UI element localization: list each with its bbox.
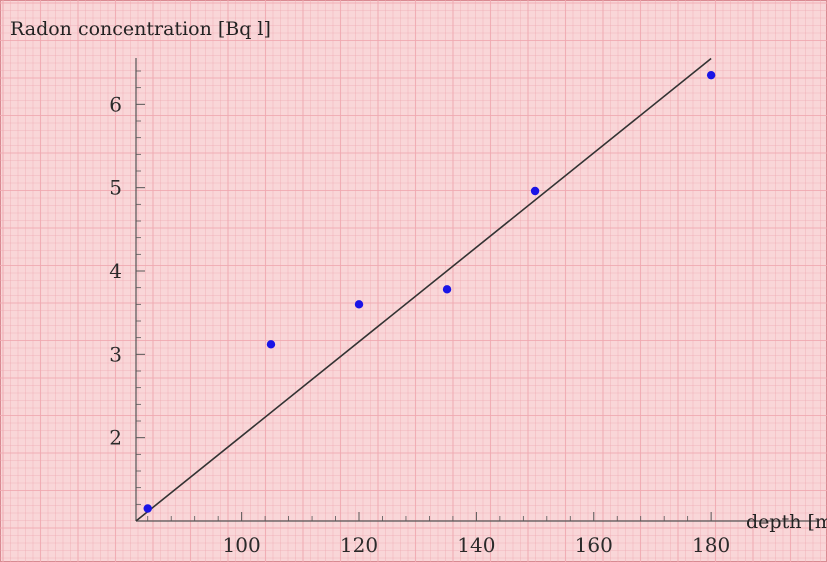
y-axis-title: Radon concentration [Bq l] (10, 18, 271, 40)
data-point (530, 186, 540, 196)
x-tick-label: 180 (692, 533, 730, 557)
y-tick-label: 5 (109, 176, 122, 200)
x-tick-label: 140 (457, 533, 495, 557)
y-tick-label: 4 (109, 259, 122, 283)
data-point (442, 285, 452, 294)
data-point (706, 70, 716, 80)
y-tick-label: 2 (109, 426, 122, 450)
x-tick-label: 100 (223, 533, 261, 557)
ticks: 100 120 140 160 180 2 3 4 5 6 (109, 70, 730, 557)
data-point (143, 504, 152, 513)
axes (135, 58, 818, 522)
y-tick-label: 3 (109, 342, 122, 366)
fit-line-layer (135, 57, 712, 522)
data-point (266, 340, 276, 349)
y-tick-label: 6 (109, 92, 122, 116)
x-tick-label: 120 (340, 533, 378, 557)
data-point (354, 300, 364, 309)
data-points (143, 70, 716, 513)
x-axis-title: depth [m] (746, 511, 827, 533)
fit-line (135, 57, 712, 522)
x-tick-label: 160 (575, 533, 613, 557)
